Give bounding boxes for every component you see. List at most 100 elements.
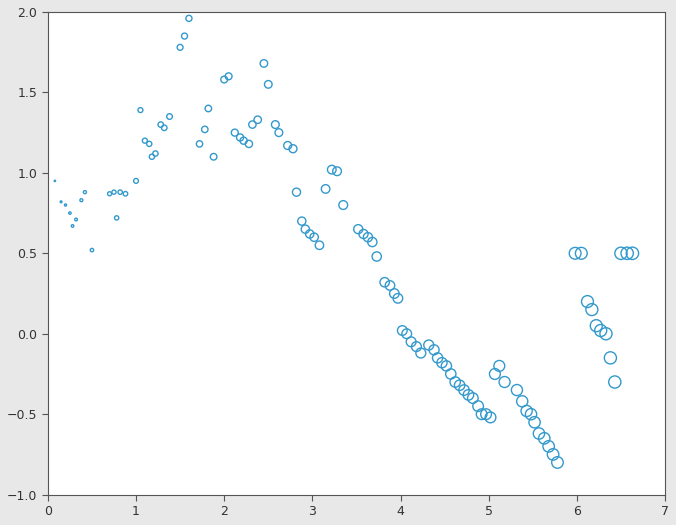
Point xyxy=(521,407,532,415)
Point xyxy=(458,386,469,394)
Point xyxy=(238,136,249,145)
Point xyxy=(429,345,439,354)
Point xyxy=(512,386,523,394)
Point xyxy=(104,190,115,198)
Point xyxy=(109,188,120,196)
Point xyxy=(489,370,500,378)
Point xyxy=(229,129,240,137)
Point xyxy=(199,125,210,133)
Point xyxy=(548,450,558,459)
Point xyxy=(529,418,540,426)
Point xyxy=(76,196,87,204)
Point xyxy=(263,80,274,89)
Point xyxy=(371,253,382,261)
Point xyxy=(463,391,474,399)
Point xyxy=(135,106,146,114)
Point xyxy=(314,241,325,249)
Point xyxy=(600,330,611,338)
Point xyxy=(179,32,190,40)
Point xyxy=(320,185,331,193)
Point xyxy=(362,233,373,242)
Point xyxy=(393,294,404,302)
Point xyxy=(596,327,606,335)
Point xyxy=(112,214,122,222)
Point xyxy=(183,14,194,23)
Point xyxy=(87,246,97,254)
Point xyxy=(379,278,390,287)
Point xyxy=(552,458,563,467)
Point xyxy=(526,410,537,418)
Point xyxy=(139,136,150,145)
Point xyxy=(147,153,158,161)
Point xyxy=(432,354,443,362)
Point xyxy=(423,341,434,349)
Point xyxy=(494,362,505,370)
Point xyxy=(327,165,337,174)
Point xyxy=(304,230,315,238)
Point xyxy=(80,188,91,196)
Point xyxy=(274,129,285,137)
Point xyxy=(544,442,554,450)
Point xyxy=(385,281,395,290)
Point xyxy=(300,225,311,233)
Point xyxy=(353,225,364,233)
Point xyxy=(481,410,491,418)
Point xyxy=(450,378,460,386)
Point xyxy=(67,222,78,230)
Point xyxy=(223,72,234,80)
Point xyxy=(402,330,412,338)
Point xyxy=(283,141,293,150)
Point xyxy=(587,306,598,314)
Point xyxy=(243,140,254,148)
Point xyxy=(454,381,465,390)
Point xyxy=(622,249,633,257)
Point xyxy=(291,188,302,196)
Point xyxy=(144,140,155,148)
Point xyxy=(159,123,170,132)
Point xyxy=(287,144,298,153)
Point xyxy=(406,338,416,346)
Point xyxy=(296,217,307,225)
Point xyxy=(203,104,214,113)
Point xyxy=(416,349,427,357)
Point xyxy=(247,120,258,129)
Point xyxy=(539,434,550,443)
Point xyxy=(605,354,616,362)
Point xyxy=(194,140,205,148)
Point xyxy=(71,215,82,224)
Point xyxy=(130,177,141,185)
Point xyxy=(445,370,456,378)
Point xyxy=(473,402,483,411)
Point xyxy=(389,289,400,298)
Point xyxy=(437,359,448,367)
Point xyxy=(258,59,269,68)
Point xyxy=(120,190,131,198)
Point xyxy=(397,327,408,335)
Point xyxy=(485,413,496,422)
Point xyxy=(270,120,281,129)
Point xyxy=(219,75,230,83)
Point xyxy=(477,410,487,418)
Point xyxy=(533,429,544,438)
Point xyxy=(235,133,245,142)
Point xyxy=(332,167,343,175)
Point xyxy=(517,397,528,405)
Point xyxy=(174,43,185,51)
Point xyxy=(499,378,510,386)
Point xyxy=(616,249,627,257)
Point xyxy=(582,297,593,306)
Point xyxy=(411,342,422,351)
Point xyxy=(208,153,219,161)
Point xyxy=(358,230,369,238)
Point xyxy=(576,249,587,257)
Point xyxy=(467,394,478,402)
Point xyxy=(609,378,620,386)
Point xyxy=(338,201,349,209)
Point xyxy=(627,249,638,257)
Point xyxy=(49,177,60,185)
Point xyxy=(64,209,75,217)
Point xyxy=(570,249,581,257)
Point xyxy=(55,197,66,206)
Point xyxy=(591,321,602,330)
Point xyxy=(115,188,126,196)
